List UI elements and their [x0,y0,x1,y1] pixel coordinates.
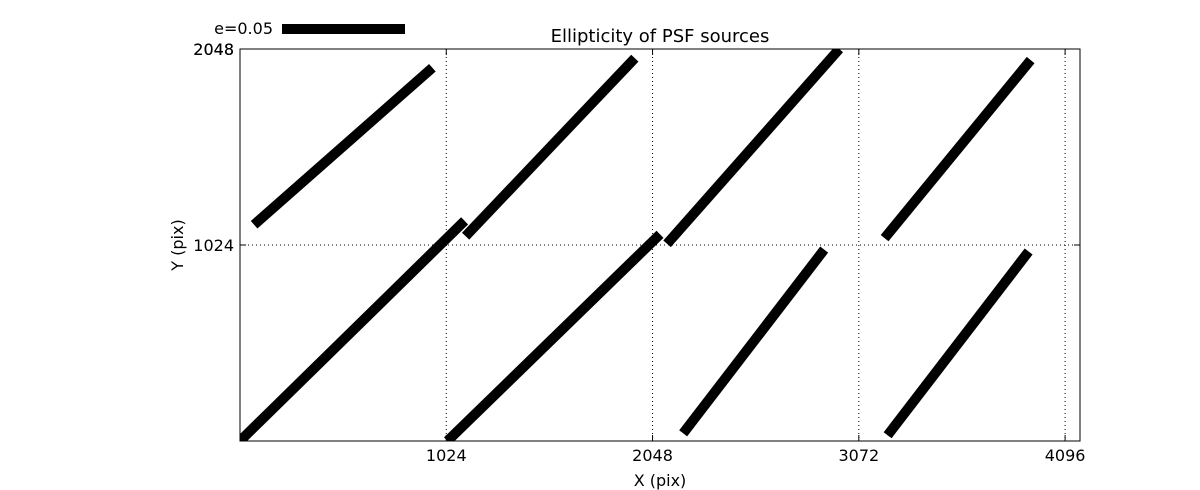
axis-ticks: 1024 2048 3072 4096 1024 2048 [193,40,1085,465]
ellipticity-segment-1 [250,64,436,229]
ellipticity-segment-2 [240,217,469,441]
ellipticity-segment-5 [663,49,844,248]
ellipticity-segment-8 [883,248,1033,439]
data-segments [240,49,1035,441]
ellipticity-segment-4 [443,230,664,441]
y-tick-label: 2048 [193,40,234,59]
legend-label: e=0.05 [214,19,273,38]
y-tick-label-extra: 2048 [193,40,234,59]
ellipticity-segment-7 [880,56,1035,242]
x-tick-label: 4096 [1045,446,1086,465]
x-axis-label: X (pix) [634,471,687,490]
ellipticity-segment-3 [461,54,639,240]
chart-title: Ellipticity of PSF sources [551,26,770,47]
y-axis-label: Y (pix) [168,219,187,271]
x-tick-label: 1024 [426,446,467,465]
x-tick-label: 3072 [838,446,879,465]
y-tick-label: 1024 [193,236,234,255]
ellipticity-segment-6 [679,246,829,437]
x-tick-label: 2048 [632,446,673,465]
grid-lines [240,49,1080,441]
